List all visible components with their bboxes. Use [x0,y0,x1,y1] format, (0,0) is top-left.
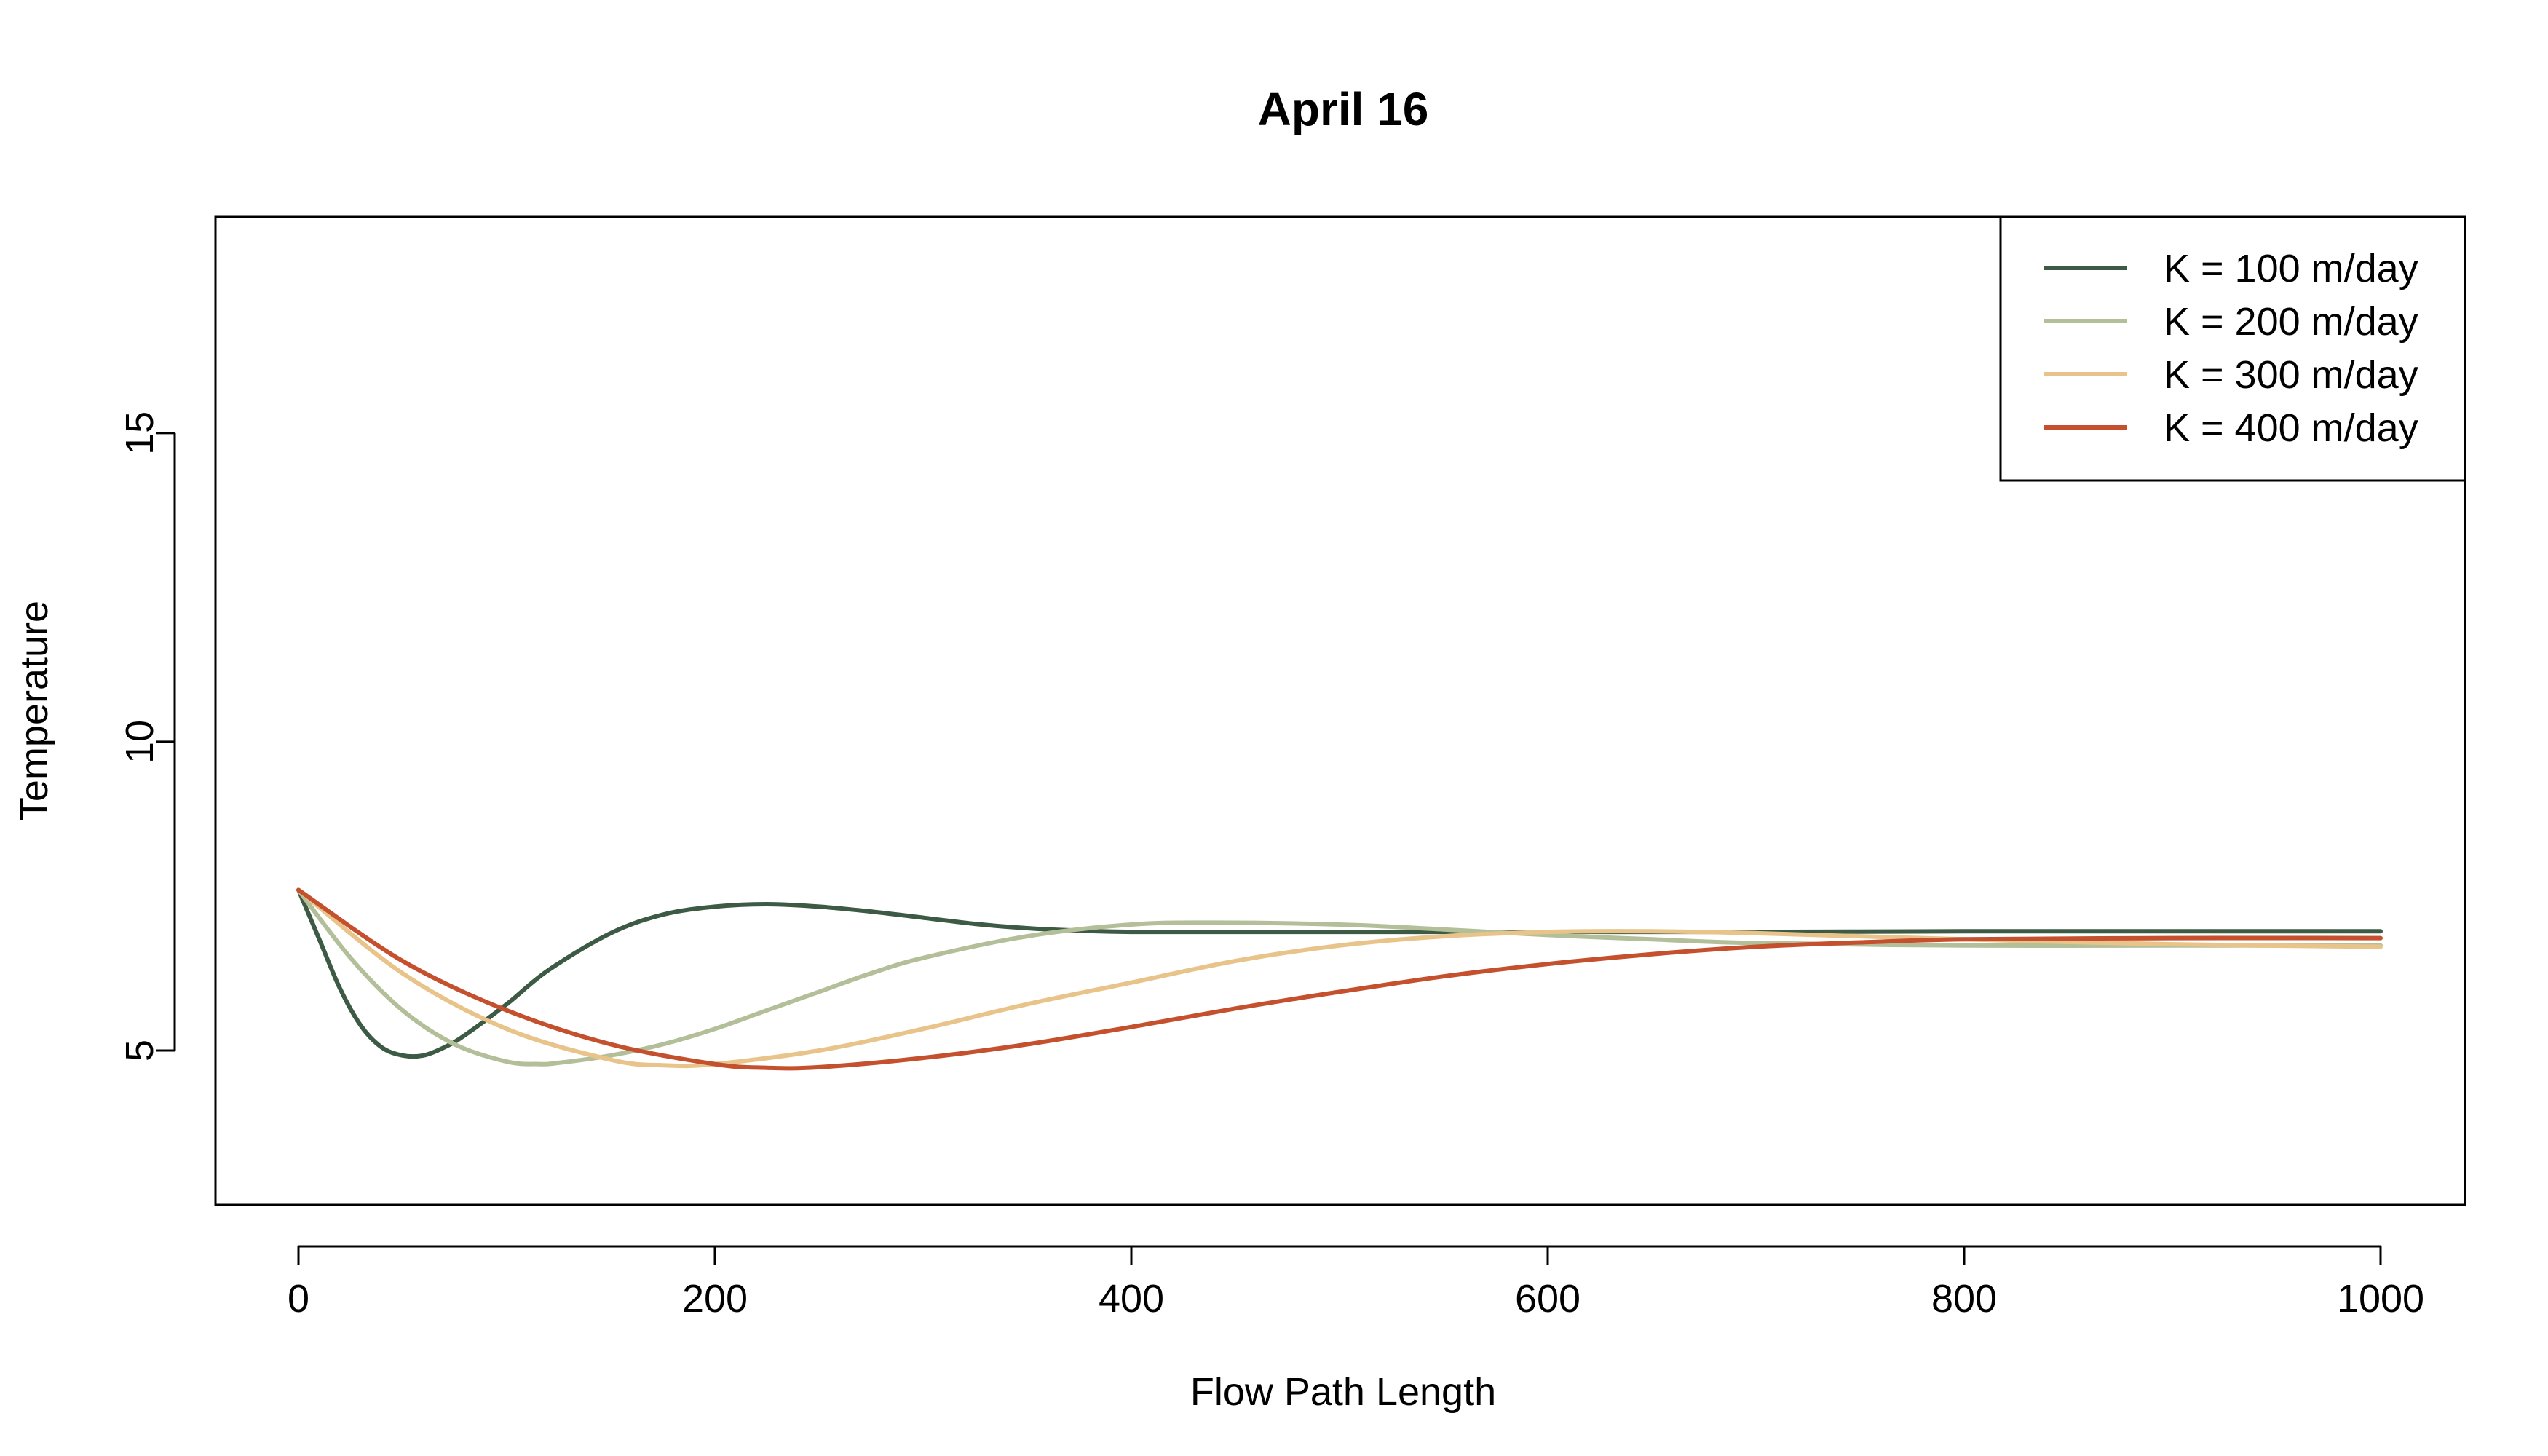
legend-label-3: K = 300 m/day [2164,353,2418,397]
x-tick-label: 1000 [2337,1277,2424,1321]
plot-area-frame [214,215,2466,1206]
x-axis: 0 200 400 600 800 1000 [288,1245,2424,1321]
series-line-2 [296,887,2383,1067]
chart-title: April 16 [1258,83,1429,135]
series-line-1 [296,887,2383,1059]
series-line-3 [296,887,2383,1069]
legend-box [1999,215,2466,482]
y-axis: 5 10 15 [118,411,176,1061]
x-axis-label: Flow Path Length [1190,1370,1496,1414]
series-layer [296,887,2383,1071]
legend: K = 100 m/day K = 200 m/day K = 300 m/day K… [1999,215,2466,482]
y-tick-label: 15 [118,411,162,455]
x-tick-label: 400 [1099,1277,1164,1321]
legend-label-1: K = 100 m/day [2164,247,2418,290]
x-tick-label: 200 [682,1277,748,1321]
y-tick-label: 10 [118,720,162,764]
x-tick-label: 600 [1515,1277,1580,1321]
x-tick-label: 800 [1931,1277,1997,1321]
y-tick-label: 5 [118,1040,162,1061]
y-axis-label: Temperature [12,601,56,821]
legend-label-2: K = 200 m/day [2164,300,2418,344]
x-tick-label: 0 [288,1277,309,1321]
series-line-4 [296,887,2383,1071]
legend-label-4: K = 400 m/day [2164,406,2418,450]
